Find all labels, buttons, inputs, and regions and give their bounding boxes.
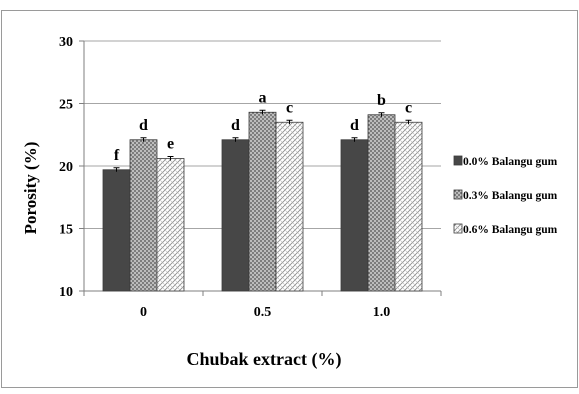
y-tick-label: 10 (59, 285, 73, 300)
significance-letter: d (350, 117, 359, 134)
bar (156, 158, 185, 292)
significance-letter: c (405, 99, 412, 116)
significance-letter: d (139, 117, 148, 134)
y-tick-label: 25 (59, 98, 73, 113)
bar (340, 139, 369, 292)
bar (102, 169, 131, 292)
bar (394, 121, 423, 292)
bar (275, 121, 304, 292)
bar (221, 139, 250, 292)
significance-letter: a (259, 89, 267, 106)
x-tick-label: 0.5 (254, 305, 272, 320)
bar (129, 139, 158, 292)
legend-label: 0.0% Balangu gum (463, 156, 558, 168)
y-tick-label: 20 (59, 160, 73, 175)
bar (367, 114, 396, 292)
legend-label: 0.3% Balangu gum (463, 190, 558, 202)
legend: 0.0% Balangu gum 0.3% Balangu gum 0.6% Bal… (453, 155, 558, 236)
legend-swatch (453, 189, 463, 200)
x-axis-label: Chubak extract (%) (187, 349, 342, 370)
significance-letter: d (231, 117, 240, 134)
x-tick-label: 1.0 (373, 305, 391, 320)
significance-letter: c (286, 99, 293, 116)
significance-labels: f d e d a c d b c (114, 89, 412, 164)
x-tick-label: 0 (140, 305, 147, 320)
significance-letter: b (377, 92, 386, 109)
significance-letter: e (167, 136, 174, 153)
chart-border (1, 10, 578, 388)
legend-label: 0.6% Balangu gum (463, 224, 558, 236)
y-axis-label: Porosity (%) (21, 142, 40, 235)
legend-swatch (453, 155, 463, 166)
bars (102, 109, 423, 292)
significance-letter: f (114, 147, 120, 164)
legend-swatch (453, 223, 463, 234)
y-tick-label: 30 (59, 35, 73, 50)
y-tick-label: 15 (59, 223, 73, 238)
bar (248, 111, 277, 292)
